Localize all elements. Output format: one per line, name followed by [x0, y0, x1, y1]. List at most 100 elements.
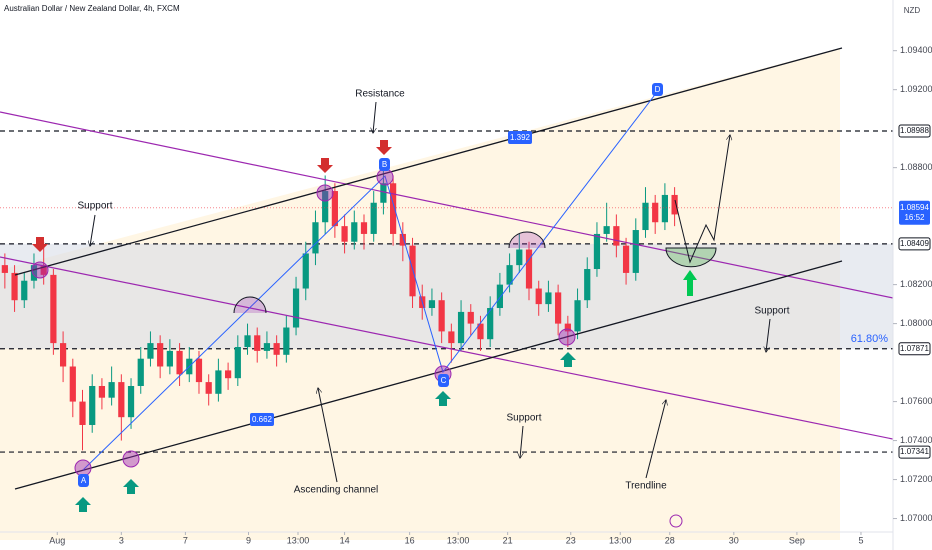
candle-body: [21, 280, 28, 301]
channel-bottom: [14, 260, 843, 490]
candle-body: [302, 253, 309, 289]
abcd-pattern: [82, 91, 658, 471]
candle-body: [157, 343, 164, 367]
x-tick-label: 5: [858, 535, 863, 545]
candle-body: [351, 222, 358, 242]
candle-body: [467, 311, 474, 324]
candle-body: [341, 226, 348, 242]
y-tick-label: 1.09400: [900, 45, 932, 55]
candle-body: [331, 191, 338, 227]
drawings: Resistance Support Support Support Ascen…: [0, 47, 932, 528]
touch: [376, 168, 394, 186]
candle-body: [603, 226, 610, 234]
point-box: [78, 474, 89, 487]
annotation: Support: [77, 201, 112, 212]
candle-body: [1, 265, 8, 273]
candle-body: [244, 335, 251, 348]
candle-body: [205, 382, 212, 394]
level-label: 1.08409: [900, 239, 929, 248]
candle-body: [399, 233, 406, 246]
candle-body: [224, 370, 232, 379]
touch: [74, 459, 92, 477]
x-tick-label: 13:00: [287, 535, 310, 545]
candle-body: [613, 226, 620, 246]
annotation: Support: [506, 413, 541, 424]
candle-body: [254, 335, 261, 351]
projection: [674, 135, 730, 264]
retest-arc: [508, 231, 546, 249]
candle-body: [11, 272, 18, 301]
candle-body: [215, 370, 222, 394]
arrow: [75, 497, 91, 512]
annotation: Trendline: [625, 481, 667, 492]
axes: 1.09400 1.09200 1.08800 1.08200 1.08000 1.076…: [49, 45, 932, 545]
candle-body: [166, 350, 173, 367]
level-tag: [898, 124, 931, 138]
x-tick-label: 23: [566, 535, 576, 545]
chart-title: Australian Dollar / New Zealand Dollar, …: [4, 4, 180, 13]
arrow: [435, 391, 451, 406]
x-tick-label: 30: [729, 535, 739, 545]
candle-body: [564, 323, 571, 332]
candle-body: [360, 222, 368, 234]
candle-body: [652, 202, 659, 223]
target-arc: [665, 247, 717, 268]
pointer: [373, 101, 376, 133]
point-box: [438, 374, 449, 387]
candle-body: [30, 265, 38, 281]
point-label: A: [81, 476, 87, 485]
level-tag: [898, 445, 931, 459]
ratio-box: [508, 131, 532, 144]
y-tick-label: 1.08200: [900, 279, 932, 289]
y-tick-label: 1.07000: [900, 513, 932, 523]
candle-body: [409, 245, 416, 297]
candle-body: [496, 284, 503, 309]
point-label: B: [382, 160, 387, 169]
candle-body: [195, 358, 203, 383]
annotation: Ascending channel: [294, 485, 379, 496]
candle-body: [59, 343, 67, 367]
x-tick-label: 14: [340, 535, 350, 545]
candle-body: [477, 323, 484, 340]
ratio: 0.662: [252, 415, 273, 424]
fib-label: 61.80%: [851, 333, 889, 345]
y-tick-label: 1.07600: [900, 396, 932, 406]
arrow: [32, 237, 48, 252]
x-tick-label: 7: [183, 535, 188, 545]
label-pointers: [90, 101, 771, 483]
candle-body: [632, 230, 639, 273]
touch: [122, 450, 140, 468]
countdown: 16:52: [904, 213, 925, 222]
point-labels: A B C D: [78, 83, 663, 487]
candle-body: [147, 343, 154, 359]
candle-body: [312, 222, 319, 254]
x-tick-label: 9: [246, 535, 251, 545]
range-zone: [0, 243, 893, 349]
candle-body: [622, 245, 630, 273]
point-label: D: [655, 85, 661, 94]
candle-body: [506, 265, 513, 285]
candle-body: [263, 343, 271, 351]
ratio: 1.392: [510, 133, 531, 142]
candle-body: [137, 358, 144, 386]
candle-body: [273, 343, 280, 355]
level-label: 1.07871: [900, 344, 929, 353]
y-tick-label: 1.07200: [900, 474, 932, 484]
x-tick-label: 13:00: [447, 535, 470, 545]
candle-body: [234, 347, 241, 379]
arrow: [560, 352, 576, 367]
retest-arc: [233, 296, 267, 314]
level-label: 1.07341: [900, 447, 929, 456]
candle-body: [390, 183, 397, 234]
candle-body: [642, 202, 649, 231]
pointer: [766, 318, 771, 352]
event-icon[interactable]: [669, 514, 683, 528]
trendline-upper: [0, 111, 894, 299]
candle-body: [127, 385, 135, 418]
candle-body: [118, 382, 125, 418]
x-tick-label: 21: [503, 535, 513, 545]
channel-top: [14, 47, 843, 276]
arrow: [317, 158, 333, 173]
candle-body: [661, 194, 669, 223]
